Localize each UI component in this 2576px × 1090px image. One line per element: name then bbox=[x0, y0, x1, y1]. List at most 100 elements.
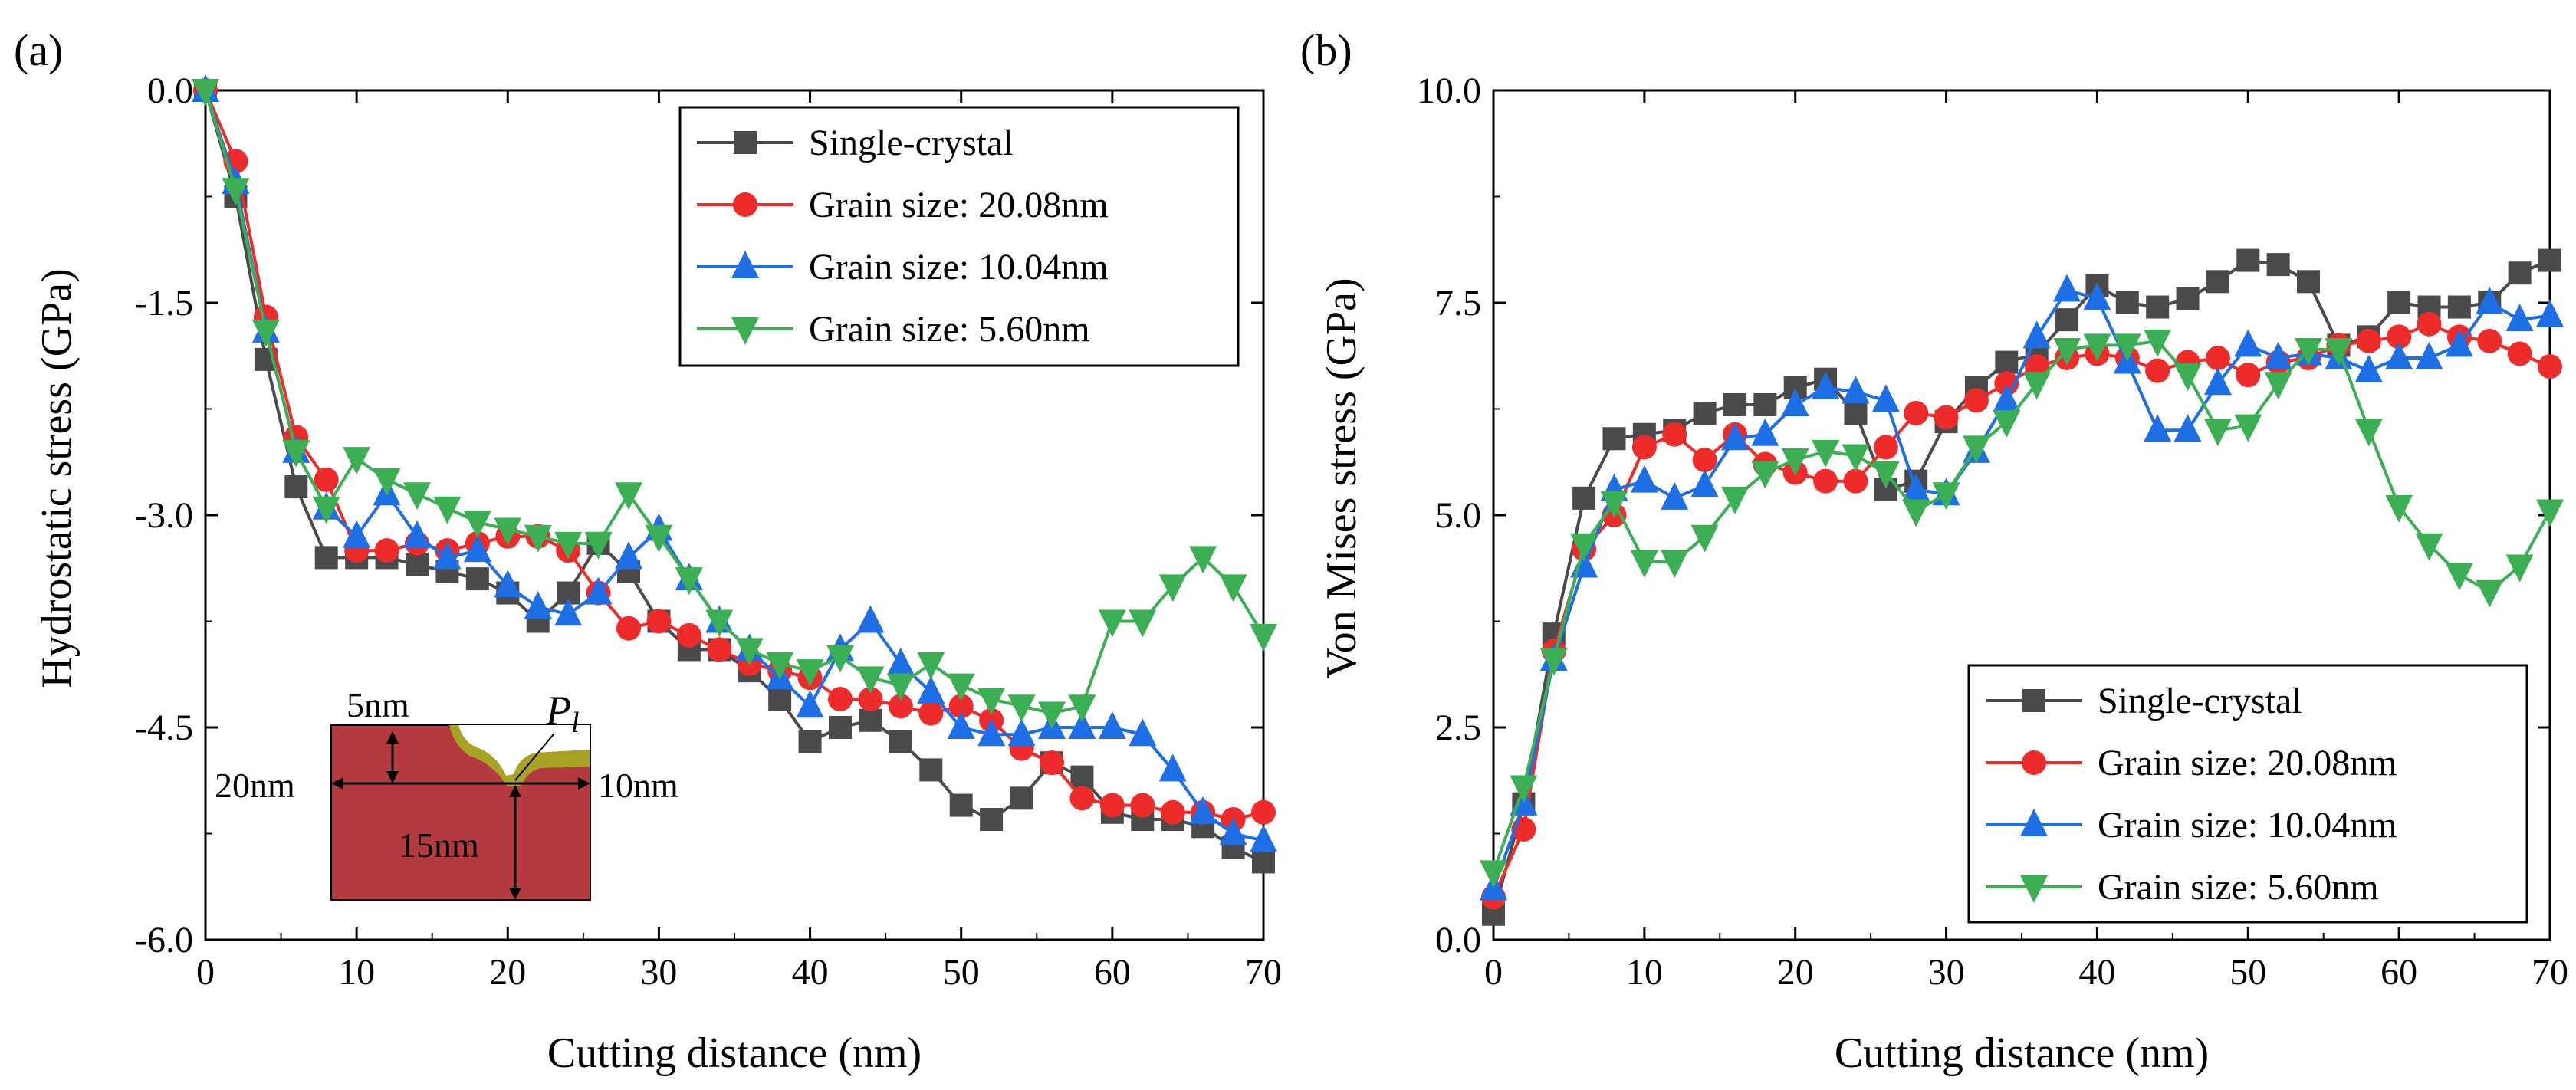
a-legend-marker-0 bbox=[734, 131, 757, 154]
a-xtick-label: 20 bbox=[489, 952, 526, 993]
a-series-3-point bbox=[433, 496, 462, 524]
b-series-2-point bbox=[2385, 342, 2413, 370]
a-legend-box bbox=[678, 106, 1240, 367]
a-ytick-label: -4.5 bbox=[135, 708, 193, 748]
b-series-3-point bbox=[2295, 337, 2323, 366]
a-series-3-point bbox=[222, 178, 250, 206]
a-series-1-point bbox=[828, 687, 853, 712]
a-series-3-point bbox=[312, 496, 340, 524]
a-xtick-label: 60 bbox=[1094, 952, 1131, 993]
b-series-2-point bbox=[1751, 418, 1779, 446]
b-series-0-point bbox=[2146, 295, 2170, 319]
b-series-1-point bbox=[1692, 447, 1717, 472]
a-series-1-point bbox=[1070, 786, 1095, 811]
a-series-2-point bbox=[463, 534, 491, 563]
b-series-0-point bbox=[1995, 350, 2019, 374]
b-series-0-point bbox=[1602, 427, 1626, 451]
b-series-2-point bbox=[2234, 329, 2262, 357]
inset-schematic: 5nm 20nm 10nm 15nm Pl bbox=[215, 685, 678, 901]
a-series-1-point bbox=[888, 694, 913, 719]
b-series-3-point bbox=[1842, 444, 1870, 472]
b-series-0-point bbox=[1723, 392, 1746, 416]
b-series-2-point bbox=[2536, 299, 2564, 327]
b-series-3-point bbox=[1812, 439, 1840, 468]
a-series-2-point bbox=[494, 570, 522, 598]
a-series-2-point bbox=[917, 675, 945, 704]
b-series-2-point bbox=[2264, 342, 2292, 370]
b-series-3-point bbox=[2144, 329, 2172, 357]
b-ytick-label: 2.5 bbox=[1435, 708, 1481, 748]
a-series-1-point bbox=[948, 694, 974, 719]
a-series-2-point bbox=[796, 690, 824, 718]
b-ytick-label: 0.0 bbox=[1435, 920, 1481, 960]
inset-label-pl: Pl bbox=[545, 688, 580, 739]
b-series-0-point bbox=[2115, 291, 2139, 314]
inset-label-p-sub: l bbox=[571, 707, 580, 739]
b-series-2-point bbox=[2144, 414, 2172, 442]
b-series-0-point bbox=[2538, 248, 2561, 272]
a-series-3-point bbox=[856, 666, 885, 694]
a-xtick-label: 50 bbox=[943, 952, 980, 993]
b-series-0-point bbox=[1753, 392, 1777, 416]
a-series-3-point bbox=[1158, 574, 1187, 602]
a-series-3-point bbox=[1007, 694, 1036, 723]
inset-cut-groove bbox=[458, 725, 590, 776]
b-series-3-point bbox=[2385, 494, 2413, 523]
panel-a-series bbox=[192, 74, 1277, 874]
b-series-2-point bbox=[1720, 422, 1749, 451]
inset-label-15nm: 15nm bbox=[399, 826, 479, 865]
b-series-0-point bbox=[2447, 295, 2471, 319]
a-series-3-point bbox=[463, 511, 491, 539]
b-series-3-point bbox=[2083, 333, 2111, 362]
b-series-3-point bbox=[2505, 554, 2534, 583]
a-series-3-point bbox=[282, 439, 310, 468]
a-series-1-point bbox=[314, 467, 339, 492]
a-series-3-point bbox=[947, 673, 975, 701]
a-series-2-point bbox=[1098, 711, 1126, 739]
b-series-0-point bbox=[1693, 402, 1717, 425]
b-legend-label-2: Grain size: 10.04nm bbox=[2098, 805, 2397, 845]
b-series-3-point bbox=[2022, 372, 2051, 400]
a-series-0-point bbox=[889, 730, 912, 753]
b-series-2-point bbox=[1691, 469, 1719, 497]
a-series-1-point bbox=[374, 538, 399, 563]
panel-a-xlabel: Cutting distance (nm) bbox=[547, 1029, 922, 1077]
a-series-0-point bbox=[829, 716, 852, 739]
a-series-2-point bbox=[554, 598, 583, 626]
a-series-0-point bbox=[949, 793, 973, 817]
b-series-1-point bbox=[1843, 468, 1868, 494]
b-series-2-point bbox=[1781, 388, 1809, 416]
b-legend-marker-3 bbox=[2020, 875, 2048, 903]
a-series-1-point bbox=[858, 687, 883, 712]
a-series-1-point bbox=[707, 637, 732, 662]
a-xtick-label: 30 bbox=[640, 952, 677, 993]
a-series-3-point bbox=[192, 79, 219, 107]
b-xtick-label: 30 bbox=[1928, 952, 1965, 993]
a-series-3-point bbox=[615, 482, 642, 511]
a-series-0-point bbox=[284, 475, 308, 499]
b-series-3-point bbox=[2203, 419, 2232, 447]
b-series-3-point bbox=[1781, 448, 1809, 476]
b-series-1-point bbox=[1904, 401, 1929, 426]
a-series-3-point bbox=[978, 688, 1006, 716]
a-series-1-point bbox=[1130, 793, 1155, 818]
a-series-3-point bbox=[1098, 609, 1126, 638]
b-series-0-point bbox=[2055, 308, 2079, 332]
b-series-3-point bbox=[1600, 491, 1628, 519]
b-series-2-point bbox=[2174, 414, 2202, 442]
a-series-3-point bbox=[554, 531, 583, 560]
b-series-3-point bbox=[2174, 363, 2202, 392]
b-legend-marker-0 bbox=[2022, 689, 2045, 712]
a-series-0-point bbox=[919, 758, 943, 782]
b-series-2-point bbox=[1871, 384, 1900, 412]
a-series-0-point bbox=[768, 688, 792, 711]
b-ytick-label: 7.5 bbox=[1435, 283, 1481, 323]
a-series-0-point bbox=[1252, 850, 1275, 874]
b-legend-box bbox=[1967, 664, 2528, 924]
a-series-1-point bbox=[1099, 793, 1125, 818]
b-series-1-point bbox=[1934, 405, 1959, 430]
b-series-2-point bbox=[1661, 481, 1689, 510]
b-series-0-point bbox=[2297, 270, 2321, 294]
b-xtick-label: 10 bbox=[1626, 952, 1663, 993]
panel-a-hydrostatic: (a) Hydrostatic stress (GPa) Cutting dis… bbox=[14, 25, 1282, 1077]
